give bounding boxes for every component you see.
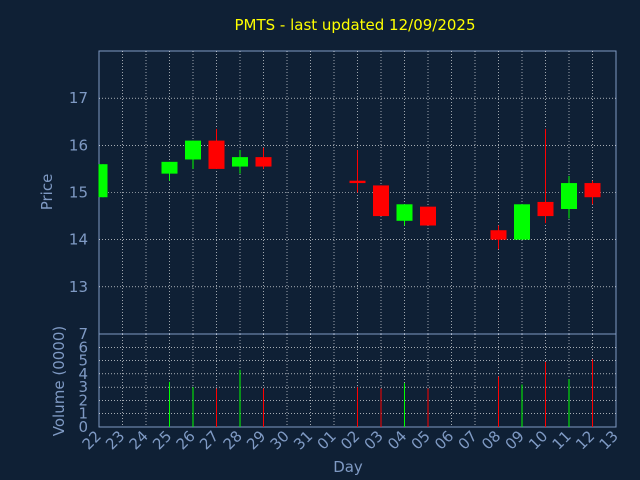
x-tick-label: 03: [361, 427, 387, 453]
x-tick-label: 04: [384, 427, 410, 453]
x-axis-label: Day: [333, 458, 363, 476]
candle: [185, 140, 201, 169]
candle-body: [584, 183, 601, 198]
candle-body: [208, 140, 225, 169]
x-tick-label: 25: [149, 427, 175, 453]
volume-bars: [169, 359, 593, 427]
candle-body: [161, 161, 178, 174]
x-tick-label: 12: [572, 427, 598, 453]
x-tick-label: 24: [126, 427, 152, 453]
x-tick-label: 08: [478, 427, 504, 453]
candle: [349, 150, 366, 193]
candle-body: [373, 185, 389, 217]
x-tick-label: 06: [431, 427, 457, 453]
x-tick-label: 10: [525, 427, 551, 453]
volume-tick-label: 6: [78, 338, 88, 356]
price-tick-label: 17: [69, 89, 88, 107]
x-tick-label: 02: [337, 427, 363, 453]
candles: [98, 128, 601, 250]
candle-body: [232, 157, 248, 167]
x-tick-label: 26: [173, 427, 199, 453]
x-tick-label: 29: [243, 427, 269, 453]
price-tick-label: 13: [69, 278, 88, 296]
x-tick-label: 09: [502, 427, 528, 453]
candle: [584, 180, 601, 205]
volume-tick-label: 1: [78, 405, 88, 423]
x-tick-label: 23: [102, 427, 128, 453]
x-tick-label: 31: [290, 427, 316, 453]
candle: [98, 164, 108, 198]
candle-body: [349, 180, 366, 184]
candle-body: [396, 204, 413, 221]
candle-body: [98, 164, 108, 198]
x-tick-label: 27: [196, 427, 222, 453]
candle: [396, 204, 413, 226]
x-tick-label: 13: [596, 427, 622, 453]
candle-body: [490, 230, 507, 240]
x-tick-label: 05: [408, 427, 434, 453]
candle-body: [561, 183, 577, 210]
candle-body: [185, 140, 201, 160]
volume-tick-label: 7: [78, 325, 88, 343]
candle-body: [514, 204, 530, 240]
price-axis-label: Price: [38, 174, 56, 211]
x-tick-label: 30: [267, 427, 293, 453]
candle: [373, 185, 389, 217]
price-y-ticks: 13 14 15 16 17: [69, 89, 88, 296]
volume-tick-label: 2: [78, 391, 88, 409]
price-tick-label: 15: [69, 184, 88, 202]
candle: [232, 150, 248, 174]
candle-body: [420, 206, 436, 226]
candle: [161, 161, 178, 181]
x-axis-ticks: 2223242526272829303101020304050607080910…: [79, 427, 622, 453]
x-tick-label: 11: [549, 427, 575, 453]
candle-body: [537, 201, 554, 217]
candle: [537, 128, 554, 224]
candle-body: [255, 157, 272, 167]
price-tick-label: 16: [69, 136, 88, 154]
candle: [420, 206, 436, 226]
x-tick-label: 01: [314, 427, 340, 453]
chart-title: PMTS - last updated 12/09/2025: [234, 16, 475, 34]
candle: [561, 175, 577, 219]
candle: [208, 128, 225, 169]
candle: [490, 225, 507, 250]
price-tick-label: 14: [69, 231, 88, 249]
volume-tick-label: 0: [78, 418, 88, 436]
x-tick-label: 07: [455, 427, 481, 453]
volume-tick-label: 4: [78, 365, 88, 383]
x-tick-label: 28: [220, 427, 246, 453]
candle: [255, 147, 272, 169]
volume-axis-label: Volume (0000): [50, 326, 68, 436]
volume-tick-label: 3: [78, 378, 88, 396]
candle: [514, 204, 530, 240]
volume-tick-label: 5: [78, 352, 88, 370]
